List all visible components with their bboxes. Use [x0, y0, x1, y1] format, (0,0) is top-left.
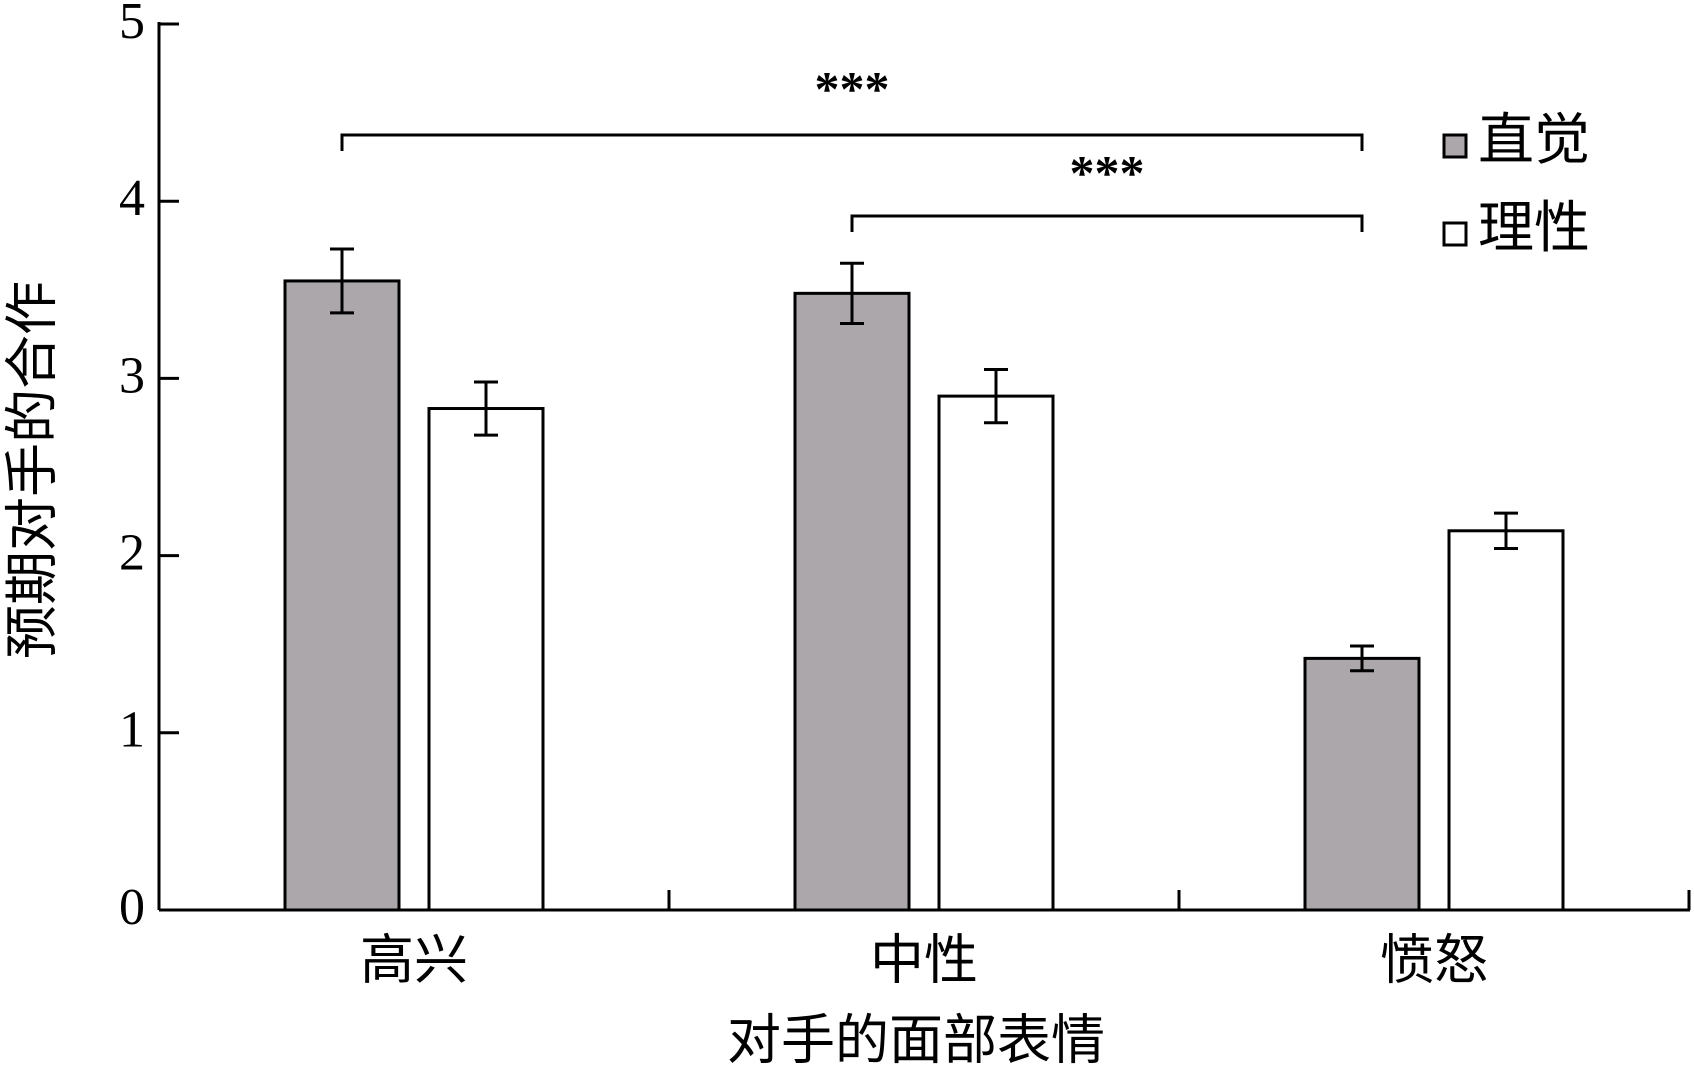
significance-bracket	[340, 133, 1364, 151]
bar	[283, 279, 401, 912]
significance-label: ***	[1070, 144, 1145, 200]
significance-bracket	[850, 214, 1364, 232]
error-bar	[984, 368, 1008, 425]
error-bar	[840, 261, 864, 325]
x-tick-label: 高兴	[360, 930, 468, 990]
y-tick-label: 4	[119, 170, 145, 227]
error-bar	[474, 380, 498, 437]
error-bar	[1350, 644, 1374, 673]
legend-label: 理性	[1478, 198, 1590, 260]
bar	[793, 291, 911, 912]
x-tick-label: 愤怒	[1380, 930, 1488, 990]
legend-label: 直觉	[1478, 110, 1590, 172]
legend-swatch	[1442, 133, 1468, 159]
x-axis-label: 对手的面部表情	[727, 1010, 1105, 1070]
bar	[427, 407, 545, 912]
x-tick-label: 中性	[870, 930, 978, 990]
y-axis-label: 预期对手的合作	[2, 281, 62, 659]
y-tick-label: 1	[119, 702, 145, 759]
bar	[1447, 529, 1565, 912]
bar	[1303, 656, 1421, 912]
error-bar	[1494, 511, 1518, 551]
y-tick-label: 5	[119, 0, 145, 50]
legend-swatch	[1442, 221, 1468, 247]
y-tick-label: 2	[119, 525, 145, 582]
bar	[937, 394, 1055, 912]
y-tick-label: 3	[119, 347, 145, 404]
error-bar	[330, 247, 354, 315]
y-tick-label: 0	[119, 879, 145, 936]
significance-label: ***	[815, 60, 890, 116]
